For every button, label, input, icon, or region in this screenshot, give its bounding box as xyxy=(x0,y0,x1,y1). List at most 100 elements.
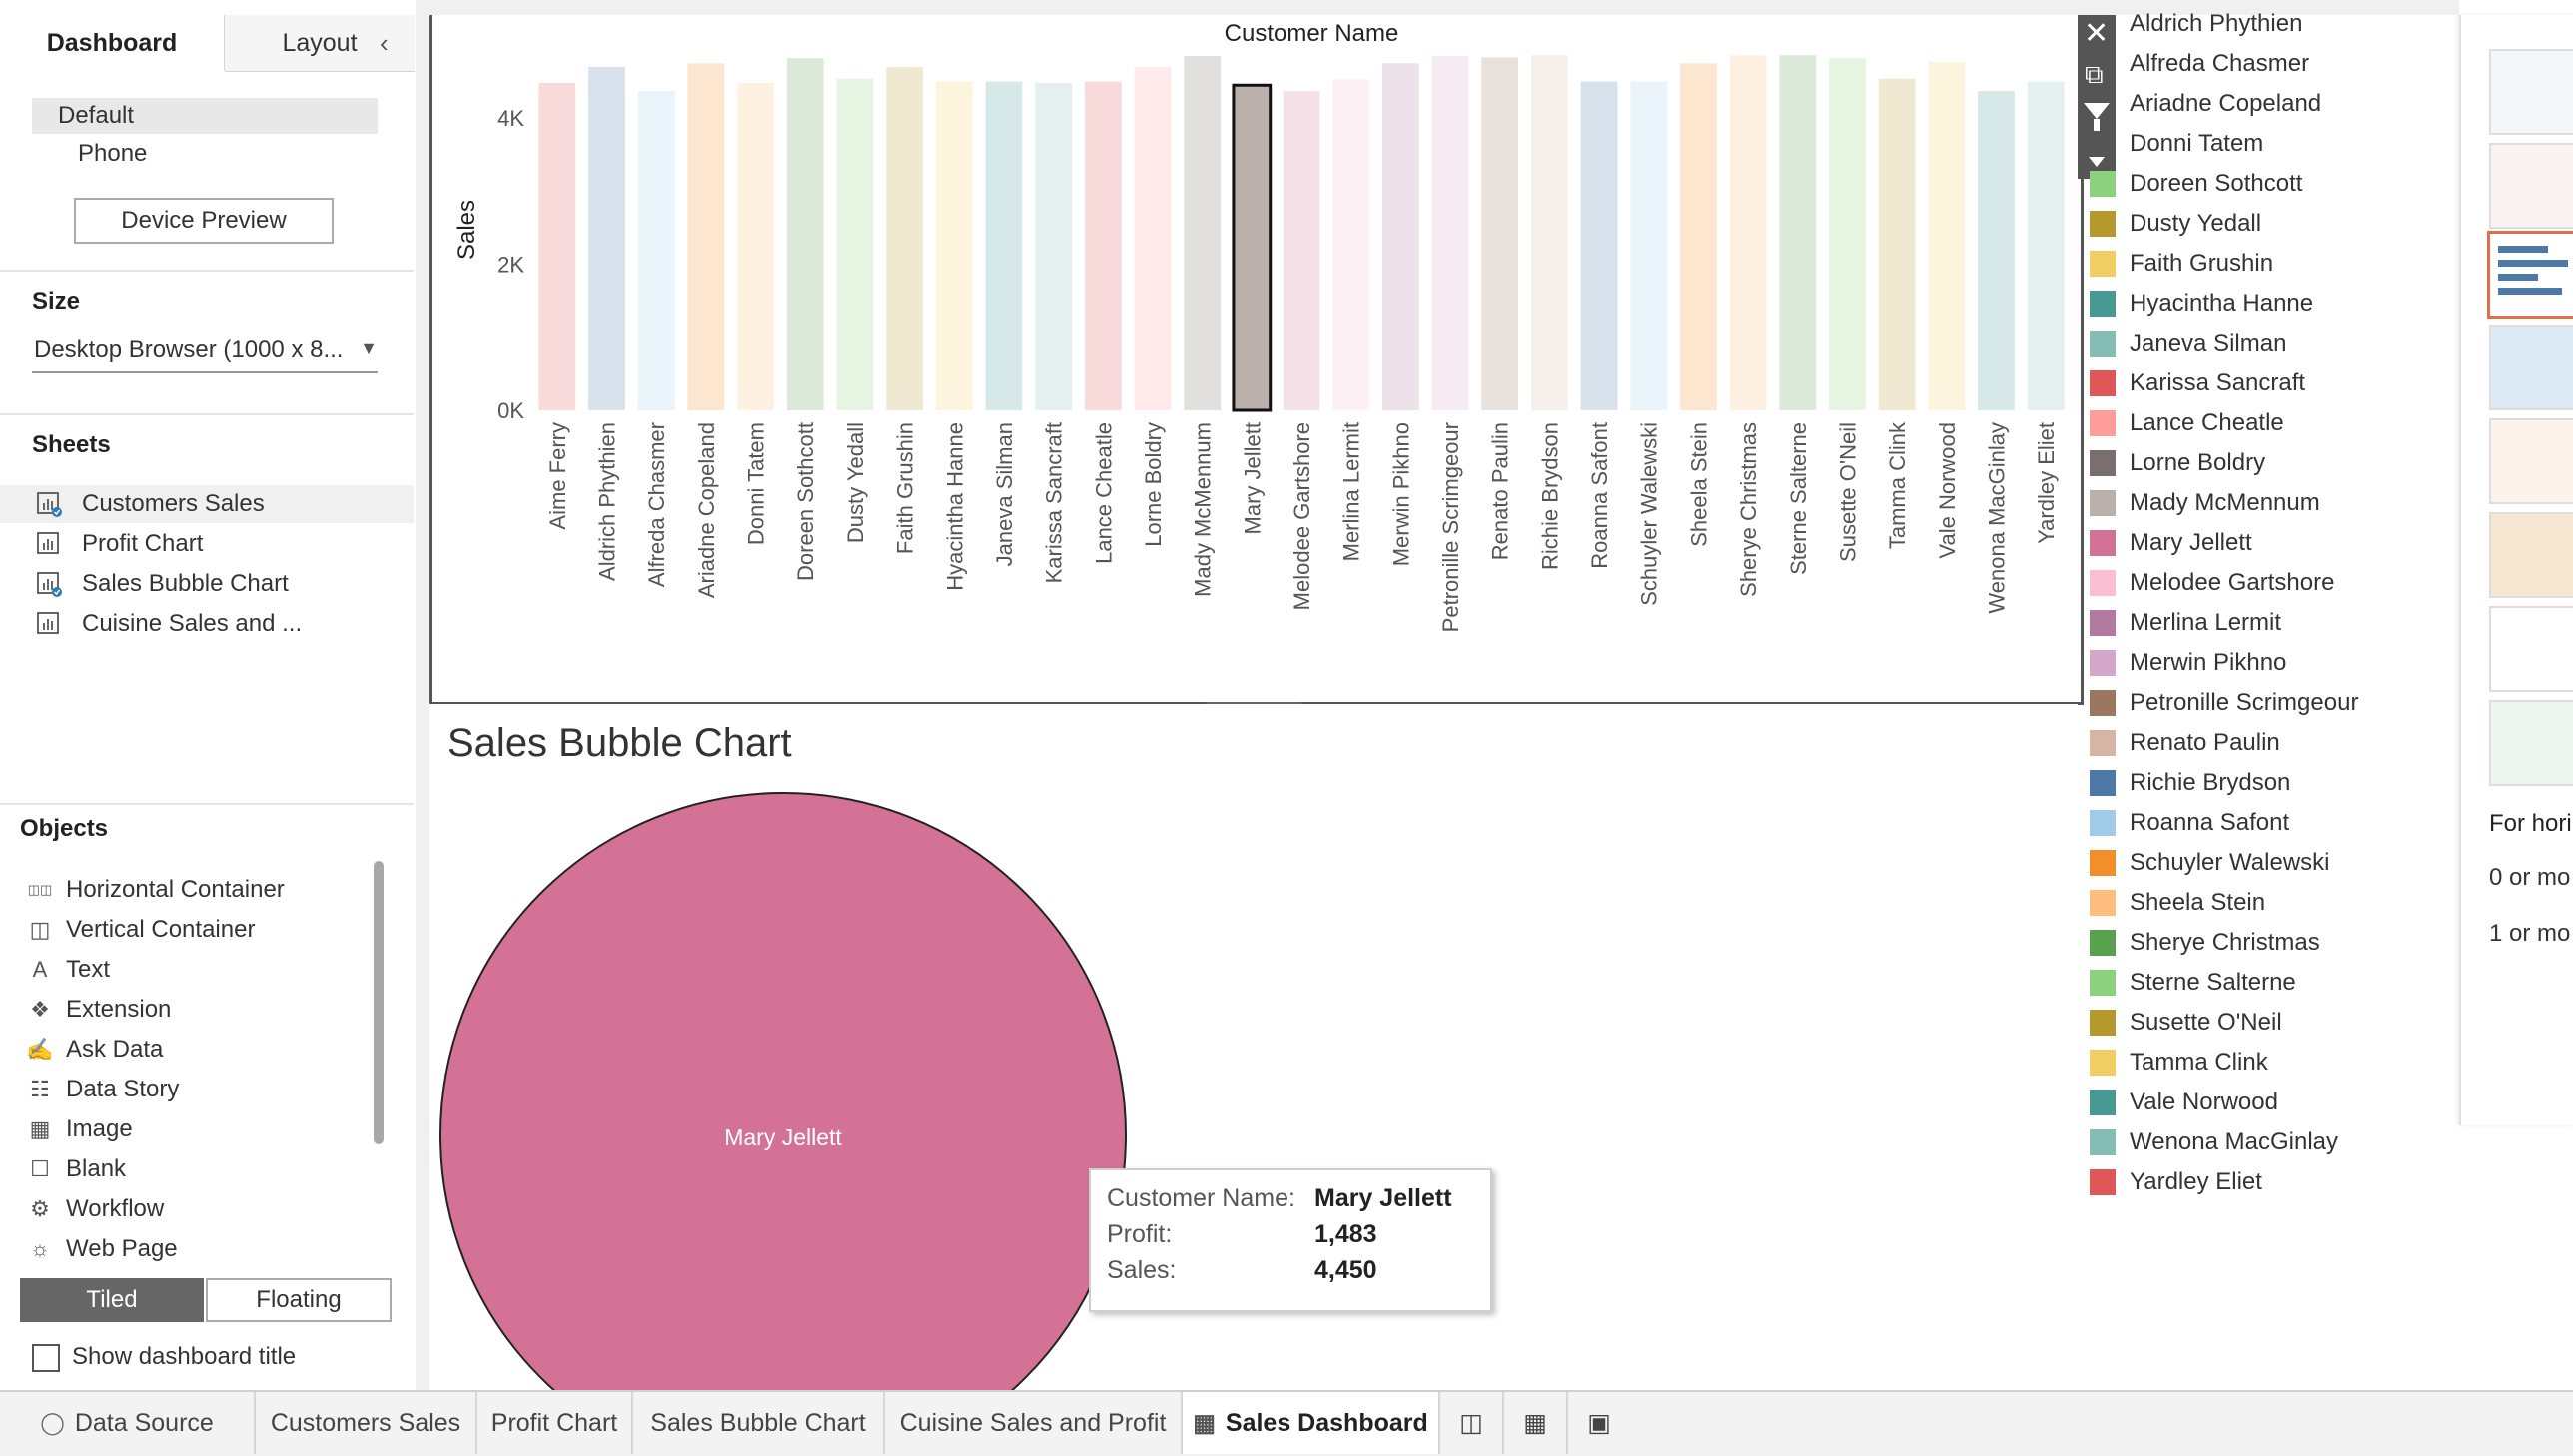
bar[interactable] xyxy=(538,83,576,411)
bar[interactable] xyxy=(1978,91,2015,410)
tab-cuisine-sales-and-profit[interactable]: Cuisine Sales and Profit xyxy=(885,1392,1183,1454)
tab-dashboard[interactable]: Dashboard xyxy=(0,15,225,71)
legend-item[interactable]: Janeva Silman xyxy=(2090,325,2286,363)
tab-sales-bubble-chart[interactable]: Sales Bubble Chart xyxy=(633,1392,885,1454)
bar[interactable] xyxy=(1431,55,1469,410)
new-story-icon[interactable]: ▣ xyxy=(1587,1409,1611,1437)
legend-item[interactable]: Aldrich Phythien xyxy=(2090,5,2302,43)
gantt-thumbnail[interactable] xyxy=(2489,700,2573,786)
legend-item[interactable]: Richie Brydson xyxy=(2090,764,2290,802)
device-preview-button[interactable]: Device Preview xyxy=(74,198,334,244)
objects-scrollbar[interactable] xyxy=(374,861,384,1144)
object-item[interactable]: A Text xyxy=(26,951,110,989)
bar[interactable] xyxy=(1878,78,1916,410)
object-item[interactable]: ✍ Ask Data xyxy=(26,1031,163,1069)
tiled-button[interactable]: Tiled xyxy=(20,1278,204,1322)
legend-item[interactable]: Sheela Stein xyxy=(2090,884,2265,922)
legend-item[interactable]: Tamma Clink xyxy=(2090,1044,2268,1082)
legend-item[interactable]: Petronille Scrimgeour xyxy=(2090,684,2358,722)
object-item[interactable]: ◫◫ Horizontal Container xyxy=(26,871,285,909)
bar[interactable] xyxy=(1084,81,1122,410)
new-worksheet-icon[interactable]: ◫ xyxy=(1440,1392,1504,1454)
tab-layout[interactable]: Layout xyxy=(225,15,415,72)
legend-item[interactable]: Hyacintha Hanne xyxy=(2090,285,2313,323)
object-item[interactable]: ☼ Web Page xyxy=(26,1230,178,1268)
bar[interactable] xyxy=(1729,55,1767,411)
device-default-row[interactable] xyxy=(32,98,378,134)
bar[interactable] xyxy=(836,78,874,410)
legend-item[interactable]: Roanna Safont xyxy=(2090,804,2289,842)
bar[interactable] xyxy=(1232,83,1273,412)
bar[interactable] xyxy=(1829,58,1866,411)
tab-customers-sales[interactable]: Customers Sales xyxy=(256,1392,477,1454)
legend-item[interactable]: Sherye Christmas xyxy=(2090,924,2320,962)
bar[interactable] xyxy=(1481,57,1519,410)
bar[interactable] xyxy=(1184,55,1222,410)
filter-icon[interactable] xyxy=(2084,103,2110,119)
line-thumbnail[interactable] xyxy=(2489,418,2573,504)
bar[interactable] xyxy=(2027,81,2065,410)
bubble-mary-jellett[interactable] xyxy=(439,792,1127,1390)
legend-item[interactable]: Merwin Pikhno xyxy=(2090,644,2286,682)
sheet-item[interactable]: Customers Sales xyxy=(0,485,414,523)
legend-item[interactable]: Renato Paulin xyxy=(2090,724,2280,762)
legend-item[interactable]: Schuyler Walewski xyxy=(2090,844,2330,882)
legend-item[interactable]: Susette O'Neil xyxy=(2090,1004,2282,1042)
show-title-checkbox[interactable] xyxy=(32,1344,60,1372)
object-item[interactable]: ▦ Image xyxy=(26,1110,133,1148)
legend-item[interactable]: Wenona MacGinlay xyxy=(2090,1123,2338,1161)
device-phone-item[interactable]: Phone xyxy=(78,140,148,167)
bar[interactable] xyxy=(637,91,675,410)
open-external-icon[interactable]: ⧉ xyxy=(2085,59,2104,89)
legend-item[interactable]: Yardley Eliet xyxy=(2090,1163,2262,1201)
legend-item[interactable]: Alfreda Chasmer xyxy=(2090,45,2309,83)
legend-item[interactable]: Merlina Lermit xyxy=(2090,604,2281,642)
legend-item[interactable]: Mary Jellett xyxy=(2090,524,2252,562)
bar[interactable] xyxy=(737,83,774,411)
legend-item[interactable]: Sterne Salterne xyxy=(2090,964,2296,1002)
bar[interactable] xyxy=(985,81,1023,410)
object-item[interactable]: ☐ Blank xyxy=(26,1150,126,1188)
legend-item[interactable]: Melodee Gartshore xyxy=(2090,564,2334,602)
legend-item[interactable]: Faith Grushin xyxy=(2090,245,2273,283)
bar-thumbnail-selected[interactable] xyxy=(2487,231,2573,319)
bar[interactable] xyxy=(1680,63,1717,411)
object-item[interactable]: ☷ Data Story xyxy=(26,1071,179,1108)
close-icon[interactable]: ✕ xyxy=(2084,17,2110,50)
legend-item[interactable]: Lance Cheatle xyxy=(2090,404,2284,442)
bar[interactable] xyxy=(1580,81,1618,410)
bar[interactable] xyxy=(1035,83,1072,411)
bar[interactable] xyxy=(1332,79,1370,411)
bar[interactable] xyxy=(886,66,923,411)
bar[interactable] xyxy=(1134,66,1172,411)
map-thumbnail[interactable] xyxy=(2489,143,2573,229)
sheet-item[interactable]: Cuisine Sales and ... xyxy=(0,605,414,643)
bar[interactable] xyxy=(1531,55,1568,411)
legend-item[interactable]: Mady McMennum xyxy=(2090,484,2320,522)
bar[interactable] xyxy=(588,66,625,411)
legend-item[interactable]: Doreen Sothcott xyxy=(2090,165,2302,203)
treemap-thumbnail[interactable] xyxy=(2489,325,2573,410)
collapse-panel-chevron-left-icon[interactable]: ‹ xyxy=(380,28,389,58)
bar[interactable] xyxy=(1381,63,1419,411)
floating-button[interactable]: Floating xyxy=(206,1278,392,1322)
more-options-chevron-down-icon[interactable] xyxy=(2089,157,2105,167)
object-item[interactable]: ◫ Vertical Container xyxy=(26,911,256,949)
sheet-item[interactable]: Sales Bubble Chart xyxy=(0,565,414,603)
bar[interactable] xyxy=(1283,91,1320,410)
tab-profit-chart[interactable]: Profit Chart xyxy=(477,1392,633,1454)
object-item[interactable]: ❖ Extension xyxy=(26,991,171,1029)
bar[interactable] xyxy=(1630,81,1668,410)
bar[interactable] xyxy=(1928,61,1966,410)
legend-item[interactable]: Dusty Yedall xyxy=(2090,205,2261,243)
bar[interactable] xyxy=(786,58,824,411)
legend-item[interactable]: Donni Tatem xyxy=(2090,125,2263,163)
legend-item[interactable]: Lorne Boldry xyxy=(2090,444,2265,482)
scatter-thumbnail[interactable] xyxy=(2489,606,2573,692)
new-dashboard-icon[interactable]: ▦ xyxy=(1504,1392,1568,1454)
tab-sales-dashboard[interactable]: ▦ Sales Dashboard xyxy=(1183,1392,1440,1454)
area-thumbnail[interactable] xyxy=(2489,512,2573,598)
bar[interactable] xyxy=(687,63,725,411)
bar[interactable] xyxy=(1779,55,1817,411)
object-item[interactable]: ⚙ Workflow xyxy=(26,1190,164,1228)
